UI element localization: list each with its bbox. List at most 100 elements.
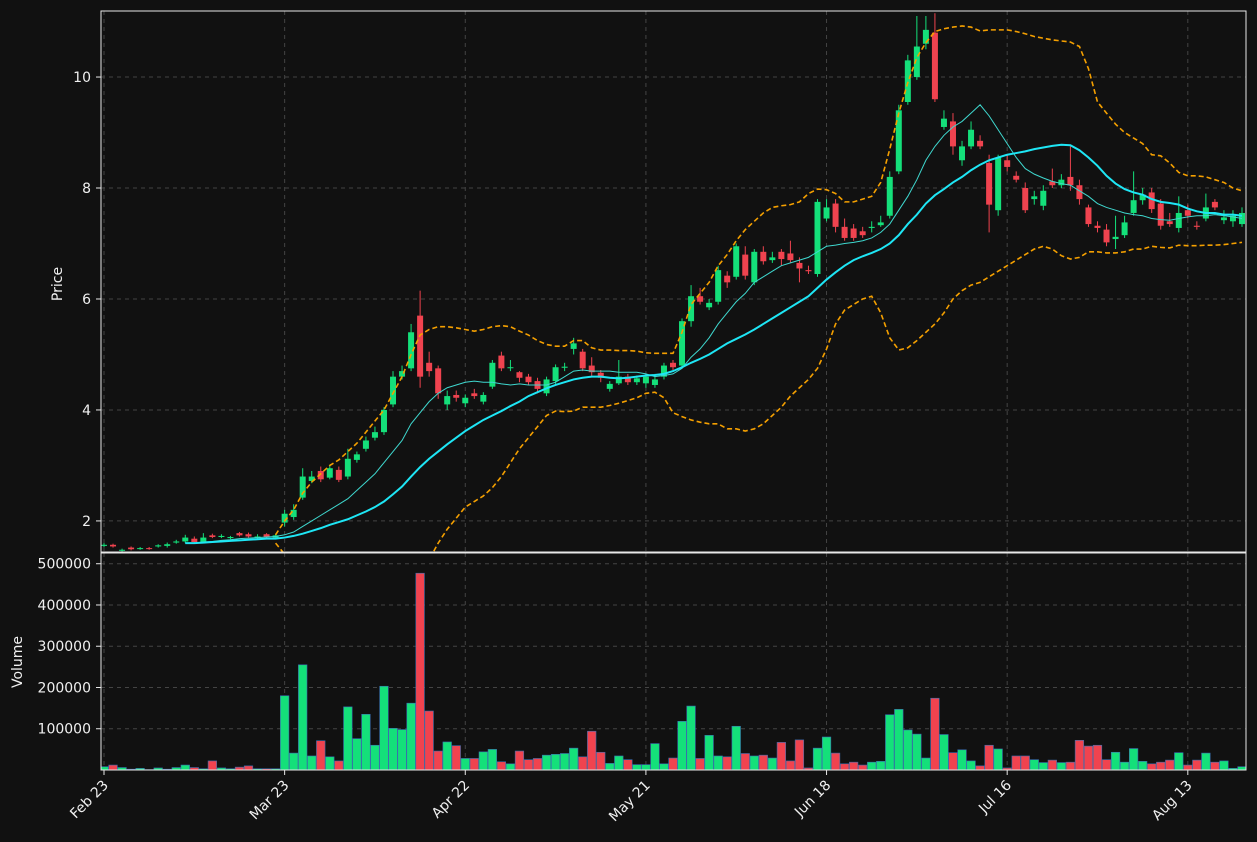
candle-body <box>1239 212 1245 225</box>
candle-body <box>543 379 550 394</box>
candle-body <box>1004 160 1011 167</box>
candle-body <box>435 368 442 394</box>
volume-bar <box>1011 755 1021 770</box>
volume-bar <box>1165 759 1175 770</box>
candle-body <box>814 201 821 275</box>
candle-body <box>362 440 369 449</box>
overlay-line <box>185 143 1243 545</box>
volume-bar <box>740 753 750 770</box>
volume-bar <box>189 767 199 770</box>
volume-bar <box>776 742 786 770</box>
candle-body <box>877 222 884 226</box>
x-tick-label: Aug 13 <box>1149 778 1195 824</box>
y-tick-label: 8 <box>82 181 91 197</box>
candle-body <box>561 366 568 368</box>
volume-frame <box>100 552 1247 771</box>
y-axis-label: Price <box>50 267 66 301</box>
volume-bar <box>1183 764 1193 770</box>
candle-body <box>1193 225 1200 227</box>
volume-bar <box>821 736 832 770</box>
volume-bar <box>424 710 434 770</box>
volume-bar <box>1110 751 1121 770</box>
volume-bar <box>596 751 606 770</box>
volume-bar <box>1092 744 1103 770</box>
y-tick-label: 4 <box>82 403 91 419</box>
volume-bar <box>840 763 850 770</box>
volume-bar <box>343 706 353 770</box>
candle-body <box>164 544 171 546</box>
price-panel <box>101 13 1245 552</box>
candle-body <box>101 544 107 546</box>
candle-body <box>922 29 929 44</box>
axes: Price Volume 2 4 6 8 10 100000 200000 300000 400… <box>10 10 1247 825</box>
volume-bar <box>668 757 678 770</box>
volume-bar <box>903 729 913 770</box>
candle-body <box>344 458 351 477</box>
volume-bar <box>912 733 922 770</box>
overlay-line <box>274 25 1243 536</box>
volume-bar <box>1138 761 1148 770</box>
volume-bar <box>523 759 534 770</box>
candle-body <box>173 541 180 543</box>
volume-bar <box>280 695 290 770</box>
candle-body <box>615 376 622 384</box>
candle-body <box>715 270 722 302</box>
candle-body <box>823 207 830 219</box>
volume-bar <box>686 705 696 770</box>
y-tick-label: 6 <box>82 292 91 308</box>
x-tick-label: Apr 22 <box>429 778 473 822</box>
y-tick-label: 2 <box>82 514 91 530</box>
volume-bar <box>1083 745 1094 770</box>
volume-bar <box>614 755 624 770</box>
volume-bar <box>514 750 525 770</box>
volume-bar <box>478 751 488 770</box>
x-tick-label: Jun 18 <box>791 778 834 821</box>
volume-bar <box>632 764 642 770</box>
candle-body <box>1112 236 1119 240</box>
volume-bar <box>885 714 895 770</box>
candle-body <box>579 351 586 369</box>
candle-body <box>498 355 505 369</box>
volume-bar <box>469 758 479 770</box>
candle-body <box>507 367 514 369</box>
candle-body <box>850 228 857 238</box>
candle-body <box>769 257 776 261</box>
volume-bar <box>1210 761 1220 770</box>
candle-body <box>679 321 686 366</box>
volume-bar <box>876 761 886 770</box>
volume-bar <box>1119 761 1130 770</box>
volume-bar <box>605 763 615 770</box>
volume-bar <box>849 761 859 770</box>
volume-bar <box>316 740 326 770</box>
candle-body <box>191 538 198 543</box>
candle-body <box>1220 217 1227 221</box>
candle-body <box>1130 200 1137 213</box>
candle-body <box>706 302 713 308</box>
candle-body <box>986 163 993 205</box>
candle-body <box>670 362 676 368</box>
volume-bar <box>388 728 398 770</box>
candle-body <box>995 157 1002 211</box>
volume-bar <box>1192 759 1202 770</box>
candle-body <box>155 545 162 547</box>
volume-bar <box>993 748 1003 770</box>
volume-bar <box>1174 752 1184 770</box>
candle-body <box>588 365 595 373</box>
candle-body <box>317 470 324 480</box>
volume-bar <box>1147 763 1157 770</box>
candle-body <box>1229 215 1236 222</box>
candle-body <box>760 251 767 262</box>
volume-bar <box>1065 761 1075 770</box>
y-tick-label: 10 <box>73 70 91 86</box>
candle-body <box>1022 188 1029 211</box>
volume-bar <box>1029 759 1039 770</box>
candle-body <box>805 270 812 272</box>
candle-body <box>390 376 397 405</box>
volume-bar <box>894 709 904 770</box>
candle-body <box>1211 201 1218 208</box>
volume-bar <box>379 685 389 770</box>
candle-body <box>742 254 749 276</box>
volume-bar <box>243 765 254 770</box>
candle-body <box>480 394 487 402</box>
volume-bar <box>1020 755 1030 770</box>
